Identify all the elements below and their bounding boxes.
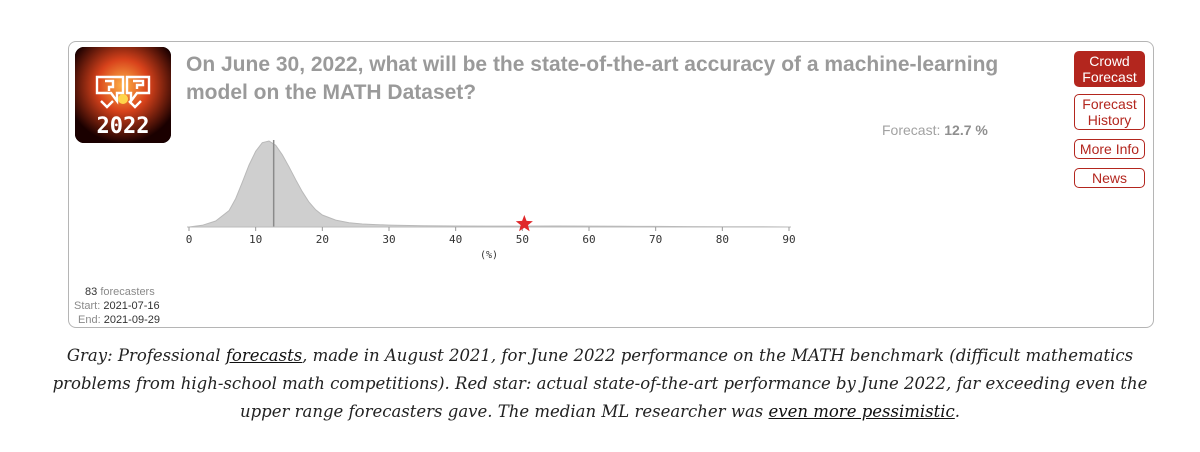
forecast-density-area [188,140,790,228]
start-label: Start: [74,300,101,312]
x-tick-label: 90 [782,233,795,246]
end-label: End: [78,314,101,326]
question-card: 2022 On June 30, 2022, what will be the … [68,41,1154,328]
end-date-row: End: 2021-09-29 [74,313,160,327]
end-date: 2021-09-29 [103,314,160,326]
start-date-row: Start: 2021-07-16 [74,299,160,313]
forecast-summary: Forecast: 12.7 % [882,122,988,138]
hypermind-2022-logo-icon: 2022 [75,47,171,143]
caption-text-3: . [954,402,961,421]
x-tick-label: 30 [382,233,395,246]
forecasters-count-row: 83 forecasters [74,285,160,299]
figure-caption: Gray: Professional forecasts, made in Au… [40,342,1160,426]
crowd-forecast-button[interactable]: Crowd Forecast [1074,51,1145,87]
x-tick-label: 50 [516,233,529,246]
x-tick-label: 70 [649,233,662,246]
actual-sota-star-marker [515,215,533,232]
x-tick-label: 10 [249,233,262,246]
news-button[interactable]: News [1074,168,1145,188]
x-tick-label: 60 [582,233,595,246]
x-axis-label: (%) [480,250,498,261]
x-axis-ticks: 0 10 20 30 40 50 60 70 80 90 [186,227,796,246]
forecast-value: 12.7 % [944,122,988,138]
question-logo: 2022 [75,47,171,143]
x-tick-label: 40 [449,233,462,246]
forecasters-count: 83 [85,286,98,298]
forecasters-label: forecasters [100,286,155,298]
action-buttons: Crowd Forecast Forecast History More Inf… [1074,51,1145,188]
forecasts-link[interactable]: forecasts [225,346,303,365]
question-title: On June 30, 2022, what will be the state… [186,53,999,104]
x-tick-label: 80 [716,233,729,246]
forecast-label: Forecast: [882,122,941,138]
forecast-distribution-chart: 0 10 20 30 40 50 60 70 80 90 (%) [186,140,796,261]
caption-text-1: Gray: Professional [66,346,226,365]
question-stats: 83 forecasters Start: 2021-07-16 End: 20… [74,285,160,327]
logo-text: 2022 [97,114,150,139]
x-tick-label: 20 [316,233,329,246]
even-more-pessimistic-link[interactable]: even more pessimistic [768,402,955,421]
caption-text-2: , made in August 2021, for June 2022 per… [52,346,1148,421]
start-date: 2021-07-16 [103,300,160,312]
x-tick-label: 0 [186,233,193,246]
more-info-button[interactable]: More Info [1074,139,1145,159]
forecast-history-button[interactable]: Forecast History [1074,94,1145,130]
